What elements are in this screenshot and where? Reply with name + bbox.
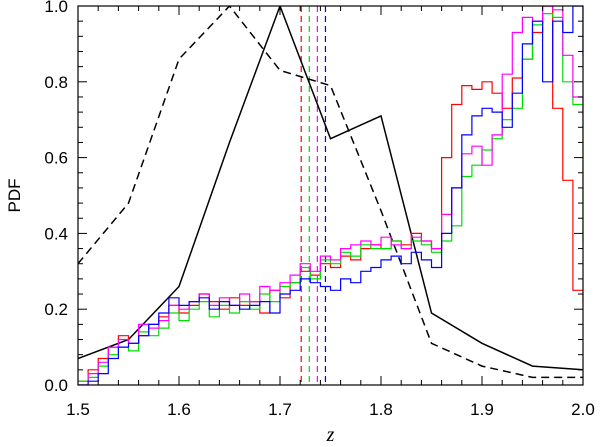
x-tick-label: 1.6: [167, 400, 191, 419]
x-tick-label: 1.9: [470, 400, 494, 419]
x-axis-label: z: [326, 424, 335, 446]
y-tick-label: 0.4: [44, 224, 68, 243]
plot-area: [78, 6, 583, 385]
series-line-1: [78, 6, 583, 379]
plot-frame: [77, 5, 584, 386]
series-line-5: [78, 6, 583, 385]
y-tick-label: 0.8: [44, 73, 68, 92]
y-axis-label: PDF: [5, 179, 24, 213]
series-line-4: [78, 6, 583, 385]
x-tick-label: 1.7: [268, 400, 292, 419]
series-line-3: [78, 13, 583, 382]
x-tick-label: 1.8: [369, 400, 393, 419]
y-tick-label: 0.6: [44, 149, 68, 168]
x-tick-label: 1.5: [66, 400, 90, 419]
y-tick-label: 0.0: [44, 376, 68, 395]
y-tick-label: 0.2: [44, 300, 68, 319]
x-tick-label: 2.0: [571, 400, 595, 419]
axis-ticks: 1.5 1.6 1.7 1.8 1.9 2.0 0.0 0.2 0.4 0.6 0.8 1.0: [44, 0, 594, 419]
series-line-0: [78, 6, 583, 371]
y-tick-label: 1.0: [44, 0, 68, 16]
